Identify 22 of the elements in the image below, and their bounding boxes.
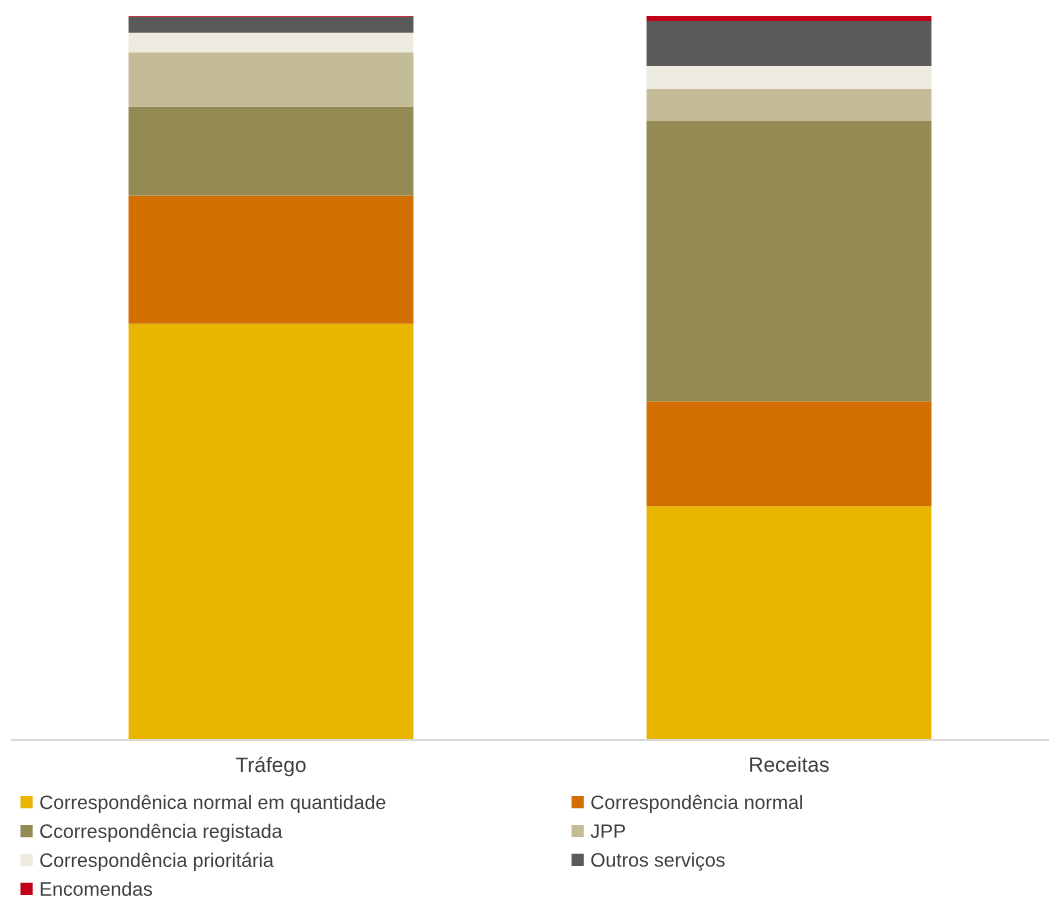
legend-label: Outros serviços bbox=[591, 852, 725, 871]
legend-label: Correspondência prioritária bbox=[40, 852, 274, 871]
bar bbox=[128, 106, 414, 196]
legend-label: JPP bbox=[590, 824, 625, 838]
bar bbox=[646, 16, 932, 22]
legend-label: Encomendas bbox=[40, 881, 153, 896]
bar bbox=[646, 120, 932, 402]
bar bbox=[646, 506, 932, 740]
bar bbox=[128, 52, 414, 107]
bar bbox=[128, 195, 414, 324]
bar bbox=[646, 401, 932, 507]
bar bbox=[646, 65, 932, 90]
x-tick-label: Receitas bbox=[750, 756, 829, 772]
legend-label: Correspondênica normal em quantidade bbox=[40, 794, 386, 814]
legend-label: Correspondência normal bbox=[591, 794, 802, 814]
bar bbox=[128, 323, 414, 740]
x-tick-label: Tráfego bbox=[235, 756, 306, 777]
bar bbox=[646, 21, 932, 66]
bar bbox=[128, 16, 414, 33]
bar bbox=[646, 89, 932, 121]
bar bbox=[128, 32, 414, 53]
legend-label: Ccorrespondência registada bbox=[40, 823, 283, 842]
